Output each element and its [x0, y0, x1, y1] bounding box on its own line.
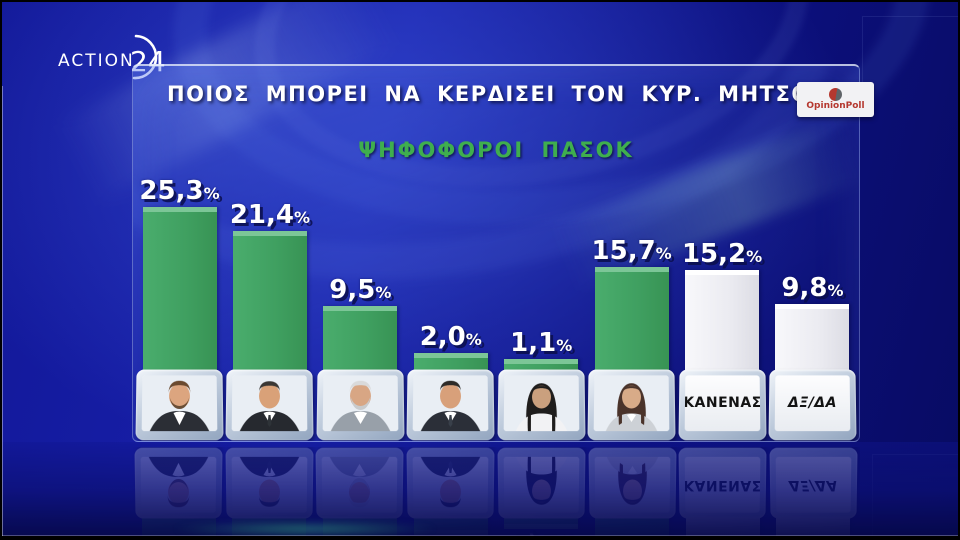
value-number: 15,7	[591, 236, 656, 267]
bar	[685, 270, 760, 372]
candidate-tile	[406, 369, 495, 441]
tile-label-dxda: ΔΞ/ΔΑ	[774, 375, 851, 432]
percent-sign: %	[746, 247, 763, 267]
chart-columns: 25,3% 21,4%	[133, 140, 859, 441]
bar-column-5: 1,1%	[497, 330, 586, 441]
bar	[142, 206, 217, 372]
frame-edge-bottom	[2, 535, 958, 536]
background-seam-bottom-right	[872, 454, 958, 536]
bar	[413, 353, 488, 372]
bar-column-7: 15,2% ΚΑΝΕΝΑΣ	[678, 447, 767, 536]
tile-label-dxda: ΔΞ/ΔΑ	[775, 456, 852, 513]
candidate-tile	[134, 447, 223, 519]
pollster-name: OpinionPoll	[806, 101, 865, 111]
action24-logo-text: ACTION	[58, 51, 135, 71]
value-label: 1,1%	[510, 330, 572, 356]
poll-question-title: ΠΟΙΟΣ ΜΠΟΡΕΙ ΝΑ ΚΕΡΔΙΣΕΙ ΤΟΝ ΚΥΡ. ΜΗΤΣΟΤ…	[167, 82, 860, 106]
value-label: 2,0%	[420, 324, 482, 350]
candidate-tile	[406, 447, 495, 519]
value-label: 25,3%	[139, 178, 219, 204]
candidate-photo-6	[593, 375, 670, 432]
value-label: 9,8%	[781, 275, 843, 301]
bar-column-5: 1,1%	[497, 447, 586, 536]
candidate-tile	[587, 447, 677, 519]
action24-logo-arc-icon	[132, 34, 158, 80]
poll-subtitle: ΨΗΦΟΦΟΡΟΙ ΠΑΣΟΚ	[358, 138, 634, 162]
bar	[775, 304, 850, 372]
bar-column-7: 15,2% ΚΑΝΕΝΑΣ	[678, 241, 767, 441]
bar-column-8: 9,8% ΔΞ/ΔΑ	[769, 447, 858, 536]
value-label: 21,4%	[230, 202, 310, 228]
bar	[232, 231, 307, 372]
bar-column-1: 25,3%	[135, 178, 224, 441]
candidate-tile	[497, 447, 586, 519]
answer-tile-dxda: ΔΞ/ΔΑ	[769, 447, 858, 519]
percent-sign: %	[293, 208, 311, 228]
candidate-tile	[316, 369, 405, 441]
bottom-green-glow	[170, 522, 440, 536]
value-number: 21,4	[229, 200, 294, 231]
bar-column-2: 21,4%	[225, 202, 314, 441]
poll-panel: ΠΟΙΟΣ ΜΠΟΡΕΙ ΝΑ ΚΕΡΔΙΣΕΙ ΤΟΝ ΚΥΡ. ΜΗΤΣΟΤ…	[132, 64, 860, 442]
value-number: 9,5	[329, 275, 376, 306]
candidate-photo-5	[503, 456, 580, 513]
candidate-photo-3	[322, 456, 398, 513]
bar	[594, 267, 669, 372]
bar-column-4: 2,0%	[406, 324, 495, 441]
bar	[685, 516, 760, 536]
bar-column-6: 15,7%	[587, 238, 676, 441]
pollster-badge: OpinionPoll	[797, 82, 874, 117]
percent-sign: %	[827, 281, 844, 301]
bar	[323, 306, 398, 372]
bar	[504, 359, 579, 372]
action24-logo: ACTION 24	[58, 34, 166, 80]
candidate-photo-2	[231, 456, 308, 513]
candidate-tile	[225, 447, 314, 519]
percent-sign: %	[556, 336, 573, 356]
candidate-photo-4	[412, 375, 489, 432]
bar-column-6: 15,7%	[587, 447, 677, 536]
percent-sign: %	[203, 183, 220, 203]
value-number: 9,8	[781, 273, 828, 304]
value-number: 2,0	[419, 322, 466, 353]
value-number: 25,3	[139, 175, 204, 206]
tile-label-kanenas: ΚΑΝΕΝΑΣ	[684, 375, 760, 432]
candidate-tile	[225, 369, 314, 441]
percent-sign: %	[465, 330, 482, 350]
value-label: 15,7%	[592, 238, 672, 264]
bar-column-8: 9,8% ΔΞ/ΔΑ	[768, 275, 857, 441]
value-label: 15,2%	[682, 241, 762, 267]
tile-label-kanenas: ΚΑΝΕΝΑΣ	[684, 456, 761, 513]
percent-sign: %	[556, 533, 572, 536]
value-label: 9,5%	[329, 277, 391, 303]
answer-tile-kanenas: ΚΑΝΕΝΑΣ	[678, 447, 767, 519]
candidate-photo-1	[141, 375, 218, 432]
candidate-photo-4	[412, 456, 489, 513]
candidate-tile	[497, 369, 586, 441]
candidate-photo-6	[594, 456, 670, 513]
percent-sign: %	[655, 244, 672, 264]
frame-edge-left	[2, 86, 3, 536]
value-number: 1,1	[510, 328, 557, 359]
bar-column-3: 9,5%	[316, 277, 405, 441]
value-number: 15,2	[681, 239, 747, 270]
answer-tile-dxda: ΔΞ/ΔΑ	[768, 369, 857, 441]
candidate-photo-5	[503, 375, 580, 432]
bar	[776, 516, 851, 536]
candidate-photo-1	[140, 456, 217, 513]
value-number: 2,0	[420, 536, 466, 537]
candidate-tile	[315, 447, 404, 519]
bar	[595, 516, 670, 536]
percent-sign: %	[375, 283, 392, 303]
answer-tile-kanenas: ΚΑΝΕΝΑΣ	[678, 369, 767, 441]
candidate-photo-2	[232, 375, 308, 432]
background-seam-top-right	[862, 16, 958, 88]
candidate-tile	[135, 369, 224, 441]
pollster-logo-icon	[829, 88, 842, 101]
candidate-tile	[587, 369, 676, 441]
candidate-photo-3	[322, 375, 399, 432]
